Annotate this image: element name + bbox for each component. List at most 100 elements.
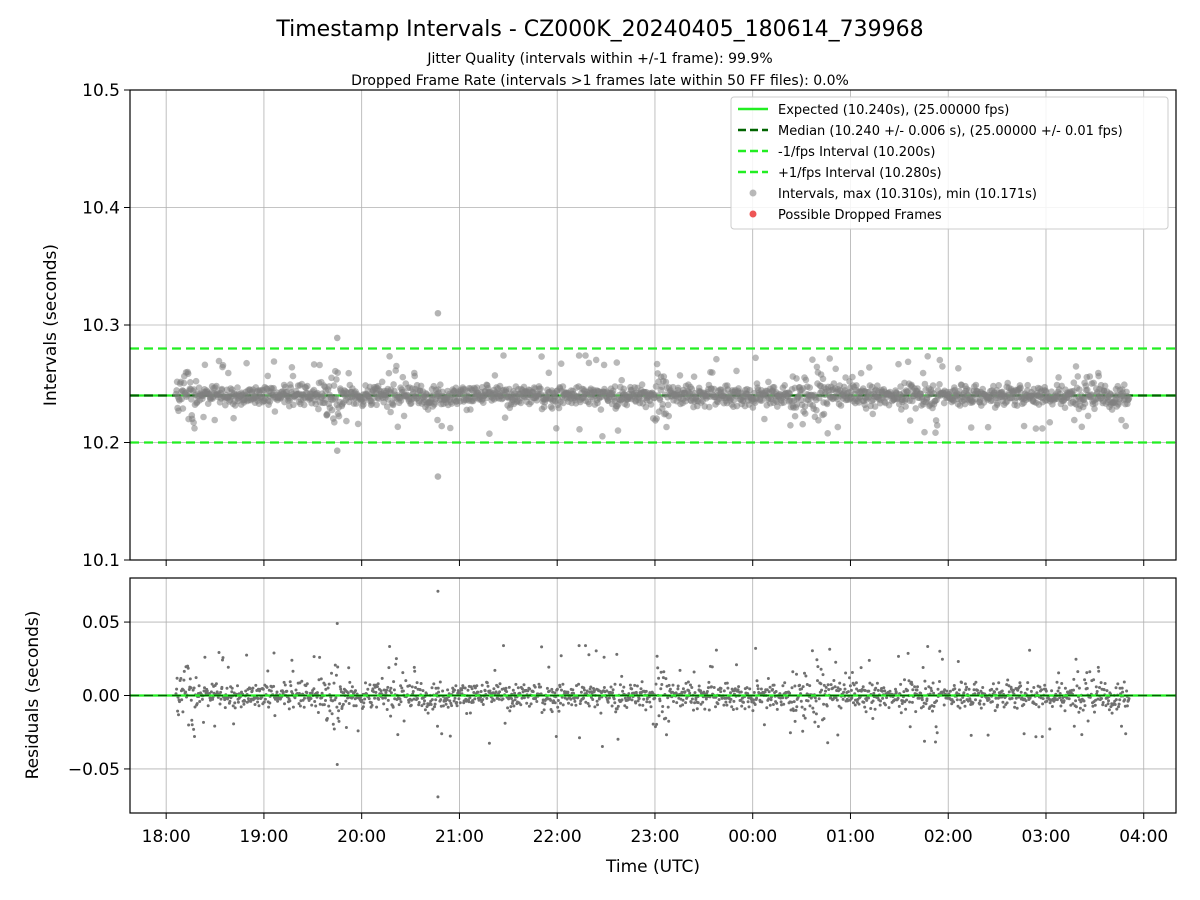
interval-point	[770, 383, 778, 391]
residual-point	[610, 704, 614, 708]
residual-point	[319, 677, 323, 681]
residual-point	[867, 689, 871, 693]
residual-point	[557, 709, 561, 713]
residual-point	[535, 700, 539, 703]
residual-point	[249, 699, 253, 703]
residual-point	[1022, 732, 1026, 736]
interval-point	[664, 401, 672, 409]
residual-point	[767, 697, 771, 701]
residual-point	[381, 696, 385, 700]
residual-point	[754, 646, 758, 650]
residual-point	[842, 690, 846, 694]
residual-point	[320, 691, 324, 695]
residual-point	[230, 686, 234, 690]
residual-point	[409, 703, 413, 707]
residual-point	[668, 687, 672, 691]
residual-point	[417, 701, 421, 704]
interval-point	[213, 382, 220, 390]
residual-point	[327, 704, 331, 708]
residual-point	[645, 700, 649, 704]
residual-point	[323, 683, 327, 687]
residual-point	[529, 702, 533, 706]
residual-point	[1057, 671, 1061, 675]
residual-point	[1125, 704, 1129, 708]
residual-point	[681, 687, 685, 691]
interval-point	[1095, 372, 1102, 380]
residual-point	[331, 699, 335, 703]
residual-point	[1038, 685, 1042, 689]
residual-point	[432, 682, 436, 686]
interval-point	[1013, 402, 1021, 409]
interval-point	[486, 430, 493, 438]
residual-point	[1013, 701, 1017, 705]
interval-point	[310, 361, 318, 368]
residual-point	[826, 741, 830, 745]
residual-point	[507, 697, 511, 701]
residual-point	[861, 685, 865, 689]
residual-point	[950, 702, 954, 706]
residual-point	[636, 699, 640, 703]
residual-point	[905, 698, 909, 702]
residual-point	[943, 688, 947, 692]
residual-point	[664, 716, 668, 720]
residual-point	[368, 683, 372, 687]
residual-point	[769, 698, 773, 702]
residual-point	[1085, 671, 1089, 675]
residual-point	[760, 700, 764, 704]
residual-point	[1058, 696, 1062, 700]
residual-point	[1019, 684, 1023, 688]
interval-point	[345, 369, 353, 377]
residual-point	[366, 687, 370, 691]
residual-point	[1050, 705, 1054, 708]
residual-point	[318, 655, 322, 659]
residual-point	[566, 690, 570, 694]
residual-point	[924, 702, 928, 706]
residual-point	[622, 685, 626, 689]
residual-point	[854, 681, 858, 685]
residual-point	[874, 686, 878, 690]
intervals-x-ticks	[165, 560, 1145, 566]
residual-point	[594, 649, 598, 653]
residual-point	[768, 685, 772, 689]
residual-point	[660, 710, 664, 714]
interval-point	[304, 382, 311, 390]
residual-point	[309, 697, 313, 700]
interval-point	[826, 355, 833, 362]
residual-point	[186, 666, 190, 670]
residual-point	[334, 696, 338, 700]
residual-point	[1093, 703, 1097, 707]
residuals-y-tick-label: 0.05	[82, 613, 120, 633]
residual-point	[261, 687, 265, 691]
residual-point	[812, 710, 816, 714]
residual-point	[338, 685, 342, 689]
residual-point	[793, 719, 797, 723]
interval-point	[188, 396, 195, 403]
residual-point	[363, 697, 367, 701]
interval-point	[234, 384, 241, 391]
residual-point	[850, 696, 854, 700]
residual-point	[972, 688, 976, 692]
interval-point	[300, 401, 308, 409]
residual-point	[175, 676, 179, 680]
residual-point	[725, 681, 729, 685]
residual-point	[1092, 678, 1096, 682]
residual-point	[929, 686, 933, 690]
residual-point	[223, 706, 227, 710]
interval-point	[676, 372, 684, 379]
residual-point	[814, 699, 818, 703]
residual-point	[550, 687, 554, 691]
interval-point	[582, 352, 589, 359]
residual-point	[667, 683, 671, 687]
residual-point	[690, 697, 694, 701]
residual-point	[768, 703, 772, 707]
residual-point	[686, 680, 690, 684]
residual-point	[1032, 686, 1036, 689]
residual-point	[923, 739, 926, 743]
residual-point	[414, 686, 417, 689]
interval-point	[559, 399, 567, 407]
residual-point	[337, 719, 341, 723]
residual-point	[743, 707, 747, 711]
residual-point	[289, 684, 293, 688]
residual-point	[401, 689, 405, 693]
residual-point	[817, 697, 821, 701]
